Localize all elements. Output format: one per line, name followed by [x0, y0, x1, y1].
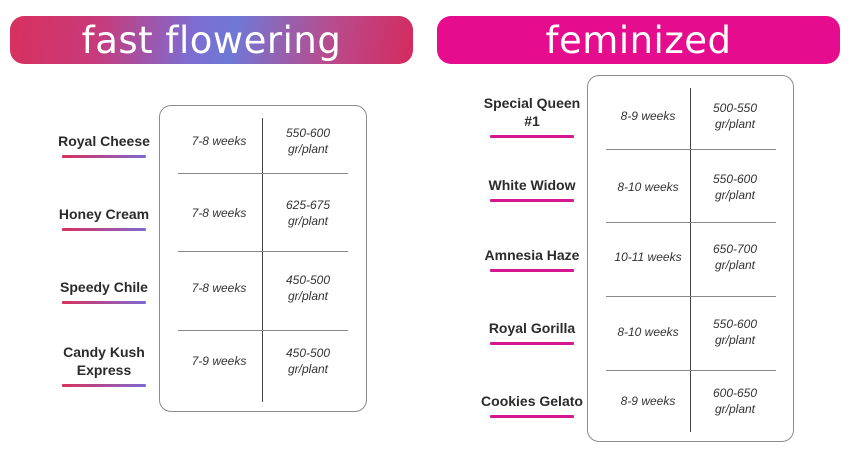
strain-name-text: Royal Gorilla [488, 320, 576, 336]
flowering-weeks-cell: 8-9 weeks [600, 98, 696, 134]
yield-text: 550-600 [712, 317, 758, 331]
flowering-weeks-text: 10-11 weeks [614, 250, 682, 264]
strain-underline [62, 155, 146, 158]
flowering-weeks-cell: 7-8 weeks [171, 270, 267, 306]
yield-text: 500-550 [712, 101, 758, 115]
yield-text: gr/plant [287, 214, 329, 228]
flowering-weeks-cell: 8-9 weeks [600, 383, 696, 419]
yield-text: 600-650 [712, 386, 758, 400]
yield-cell: 550-600 gr/plant [691, 167, 779, 207]
fast-flowering-table: 7-8 weeks 550-600 gr/plant 7-8 weeks 625-675… [159, 105, 367, 412]
yield-text: gr/plant [714, 258, 756, 272]
flowering-weeks-text: 7-9 weeks [191, 354, 247, 368]
flowering-weeks-cell: 7-8 weeks [171, 195, 267, 231]
yield-text: gr/plant [287, 362, 329, 376]
feminized-banner: feminized [437, 16, 840, 64]
feminized-column-divider [690, 88, 691, 432]
fast-flowering-banner: fast flowering [10, 16, 413, 64]
flowering-weeks-text: 7-8 weeks [191, 134, 247, 148]
yield-text: gr/plant [714, 402, 756, 416]
strain-name: Speedy Chile [49, 278, 159, 304]
yield-cell: 625-675 gr/plant [264, 193, 352, 233]
strain-name-text: Royal Cheese [58, 133, 150, 149]
strain-name: White Widow [477, 176, 587, 202]
yield-text: 625-675 [285, 198, 331, 212]
strain-name: Special Queen #1 [477, 94, 587, 138]
fast-flowering-title: fast flowering [81, 18, 342, 62]
flowering-weeks-cell: 7-9 weeks [171, 343, 267, 379]
strain-name-text: Express [76, 362, 132, 378]
feminized-table: 8-9 weeks 500-550 gr/plant 8-10 weeks 550-60… [587, 75, 794, 442]
strain-name-text: Honey Cream [58, 206, 150, 222]
flowering-weeks-cell: 7-8 weeks [171, 123, 267, 159]
strain-name: Royal Cheese [49, 132, 159, 158]
flowering-weeks-text: 7-8 weeks [191, 281, 247, 295]
strain-name: Amnesia Haze [477, 246, 587, 272]
yield-cell: 500-550 gr/plant [691, 96, 779, 136]
strain-name-text: Candy Kush [63, 344, 145, 360]
fast-flowering-column-divider [262, 118, 263, 402]
strain-name-text: Amnesia Haze [484, 247, 580, 263]
strain-underline [62, 301, 146, 304]
strain-name-text: #1 [524, 113, 540, 129]
row-divider [606, 296, 776, 297]
strain-name: Cookies Gelato [477, 392, 587, 418]
strain-underline [490, 135, 574, 138]
strain-name-text: Special Queen [483, 95, 581, 111]
yield-text: 650-700 [712, 242, 758, 256]
strain-underline [62, 384, 146, 387]
yield-cell: 550-600 gr/plant [264, 121, 352, 161]
row-divider [178, 251, 348, 252]
strain-name: Honey Cream [49, 205, 159, 231]
strain-underline [490, 199, 574, 202]
yield-cell: 650-700 gr/plant [691, 237, 779, 277]
row-divider [606, 149, 776, 150]
yield-cell: 450-500 gr/plant [264, 341, 352, 381]
strain-name-text: Speedy Chile [60, 279, 148, 295]
row-divider [178, 173, 348, 174]
strain-underline [62, 228, 146, 231]
yield-text: gr/plant [714, 333, 756, 347]
strain-underline [490, 415, 574, 418]
yield-cell: 450-500 gr/plant [264, 268, 352, 308]
flowering-weeks-cell: 8-10 weeks [600, 314, 696, 350]
strain-name: Candy Kush Express [49, 343, 159, 387]
yield-cell: 550-600 gr/plant [691, 312, 779, 352]
yield-text: gr/plant [287, 289, 329, 303]
row-divider [606, 222, 776, 223]
yield-text: 450-500 [285, 273, 331, 287]
flowering-weeks-cell: 10-11 weeks [600, 239, 696, 275]
flowering-weeks-text: 8-9 weeks [620, 109, 676, 123]
yield-text: 550-600 [285, 126, 331, 140]
yield-text: gr/plant [287, 142, 329, 156]
strain-underline [490, 269, 574, 272]
strain-name: Royal Gorilla [477, 319, 587, 345]
flowering-weeks-text: 8-10 weeks [617, 325, 679, 339]
yield-text: gr/plant [714, 188, 756, 202]
feminized-title: feminized [545, 18, 732, 62]
flowering-weeks-text: 8-10 weeks [617, 180, 679, 194]
flowering-weeks-text: 8-9 weeks [620, 394, 676, 408]
row-divider [606, 370, 776, 371]
flowering-weeks-cell: 8-10 weeks [600, 169, 696, 205]
strain-underline [490, 342, 574, 345]
strain-name-text: Cookies Gelato [481, 393, 583, 409]
yield-text: gr/plant [714, 117, 756, 131]
flowering-weeks-text: 7-8 weeks [191, 206, 247, 220]
yield-cell: 600-650 gr/plant [691, 381, 779, 421]
strain-name-text: White Widow [488, 177, 576, 193]
yield-text: 450-500 [285, 346, 331, 360]
row-divider [178, 330, 348, 331]
yield-text: 550-600 [712, 172, 758, 186]
